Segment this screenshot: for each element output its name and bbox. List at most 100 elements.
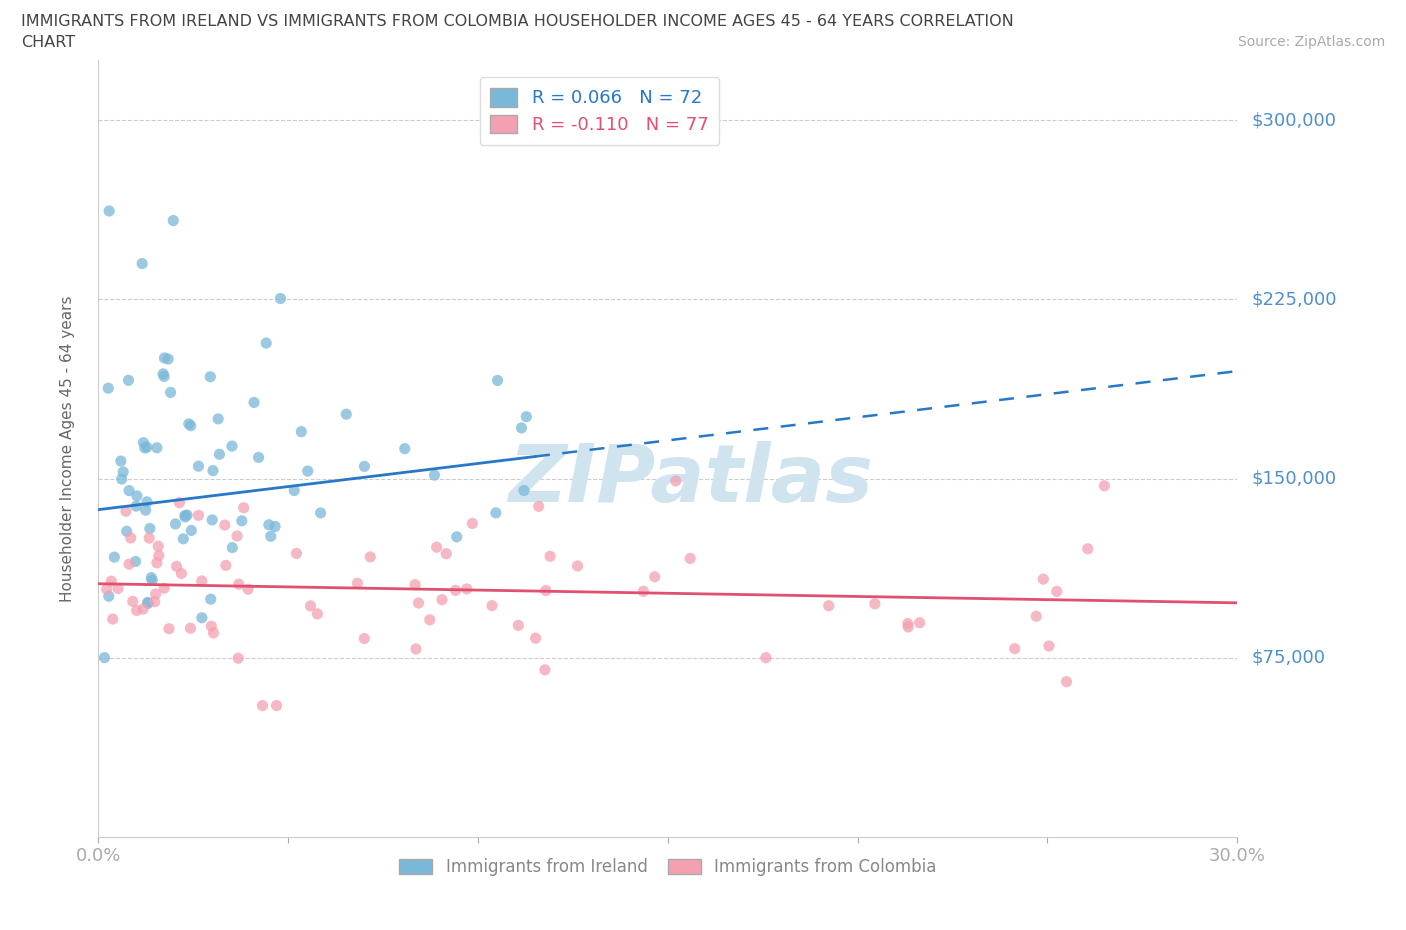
Point [96, 582, 118, 597]
Text: CHART: CHART [21, 35, 75, 50]
Point [567, 559, 589, 574]
Point [228, 577, 250, 591]
Point [444, 583, 467, 598]
Point [135, 503, 157, 518]
Point [200, 591, 222, 606]
Point [254, 336, 277, 351]
Point [426, 539, 449, 554]
Point [179, 620, 201, 635]
Point [136, 595, 159, 610]
Point [148, 538, 170, 553]
Point [187, 458, 209, 473]
Point [97, 380, 120, 395]
Point [534, 583, 557, 598]
Legend: Immigrants from Ireland, Immigrants from Colombia: Immigrants from Ireland, Immigrants from… [392, 852, 943, 883]
Point [177, 417, 200, 432]
Point [170, 566, 193, 581]
Point [172, 531, 194, 546]
Point [221, 540, 243, 555]
Point [174, 510, 197, 525]
Point [908, 616, 931, 631]
Point [136, 495, 159, 510]
Point [1056, 674, 1078, 689]
Point [215, 558, 238, 573]
Point [353, 458, 375, 473]
Point [153, 351, 176, 365]
Point [121, 594, 143, 609]
Point [153, 369, 176, 384]
Point [359, 550, 381, 565]
Point [174, 508, 197, 523]
Point [117, 373, 139, 388]
Point [297, 464, 319, 479]
Point [1094, 478, 1116, 493]
Point [1025, 609, 1047, 624]
Point [226, 528, 249, 543]
Point [863, 596, 886, 611]
Point [404, 578, 426, 592]
Point [200, 369, 222, 384]
Point [456, 581, 478, 596]
Point [101, 612, 124, 627]
Point [136, 596, 159, 611]
Point [481, 598, 503, 613]
Point [243, 395, 266, 410]
Point [461, 516, 484, 531]
Point [755, 650, 778, 665]
Point [118, 484, 141, 498]
Point [290, 424, 312, 439]
Point [299, 598, 322, 613]
Point [145, 587, 167, 602]
Point [817, 598, 839, 613]
Point [231, 513, 253, 528]
Point [120, 530, 142, 545]
Point [419, 613, 441, 628]
Point [515, 409, 537, 424]
Point [423, 468, 446, 483]
Point [115, 504, 138, 519]
Point [236, 582, 259, 597]
Point [446, 529, 468, 544]
Point [111, 472, 134, 486]
Point [897, 617, 920, 631]
Point [257, 517, 280, 532]
Point [1032, 572, 1054, 587]
Point [510, 420, 533, 435]
Point [307, 606, 329, 621]
Point [897, 619, 920, 634]
Text: Source: ZipAtlas.com: Source: ZipAtlas.com [1237, 35, 1385, 49]
Point [434, 546, 457, 561]
Point [191, 610, 214, 625]
Text: IMMIGRANTS FROM IRELAND VS IMMIGRANTS FROM COLOMBIA HOUSEHOLDER INCOME AGES 45 -: IMMIGRANTS FROM IRELAND VS IMMIGRANTS FR… [21, 14, 1014, 29]
Point [131, 256, 153, 271]
Point [125, 488, 148, 503]
Point [146, 555, 169, 570]
Point [252, 698, 274, 713]
Point [115, 524, 138, 538]
Point [125, 498, 148, 513]
Point [166, 559, 188, 574]
Point [191, 574, 214, 589]
Point [266, 698, 288, 713]
Point [527, 498, 550, 513]
Point [247, 450, 270, 465]
Point [534, 662, 557, 677]
Point [200, 618, 222, 633]
Text: $300,000: $300,000 [1251, 112, 1336, 129]
Point [159, 385, 181, 400]
Point [110, 454, 132, 469]
Point [98, 204, 121, 219]
Point [134, 441, 156, 456]
Point [232, 500, 254, 515]
Point [430, 592, 453, 607]
Text: ZIPatlas: ZIPatlas [508, 441, 873, 519]
Point [346, 576, 368, 591]
Point [1004, 641, 1026, 656]
Text: $75,000: $75,000 [1251, 649, 1326, 667]
Point [1046, 584, 1069, 599]
Point [408, 595, 430, 610]
Point [187, 508, 209, 523]
Point [112, 464, 135, 479]
Point [508, 618, 530, 632]
Point [148, 548, 170, 563]
